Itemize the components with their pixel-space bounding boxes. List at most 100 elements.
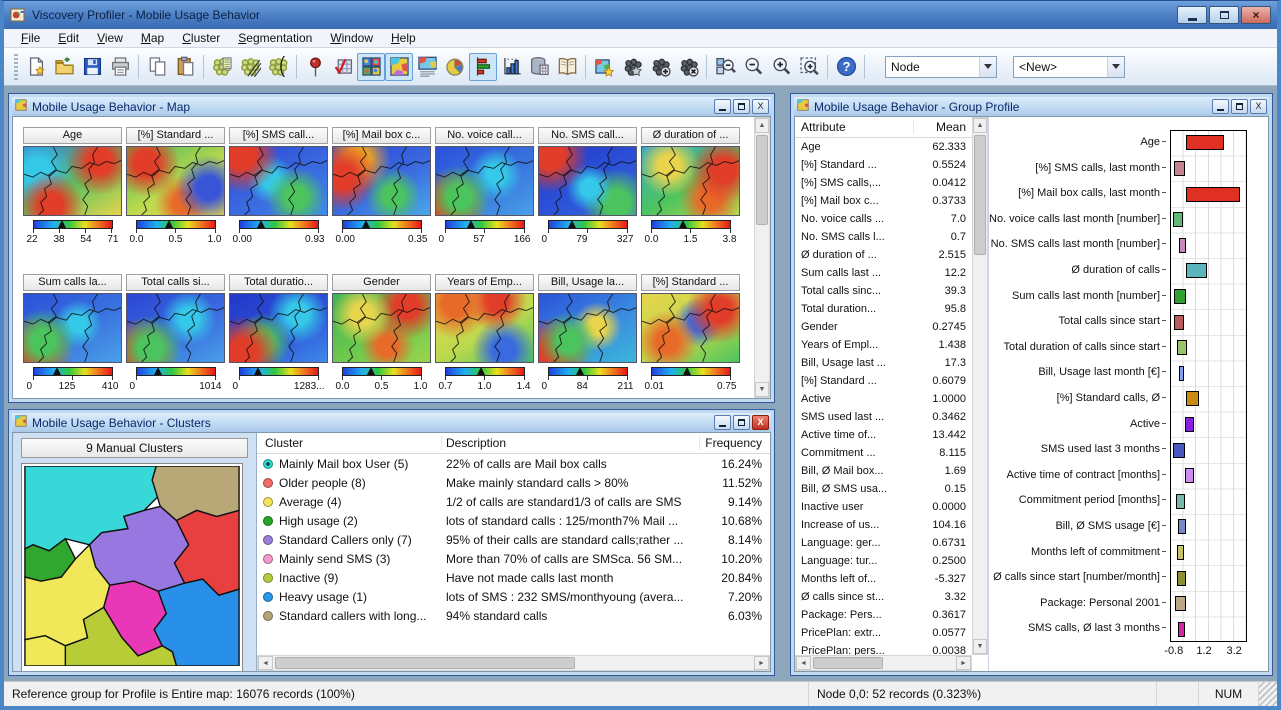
profile-bar[interactable] bbox=[1179, 237, 1186, 253]
attribute-row[interactable]: [%] Mail box c... 0.3733 bbox=[795, 192, 972, 210]
toolbar-paste-button[interactable] bbox=[171, 53, 199, 81]
toolbar-group-delete-button[interactable] bbox=[674, 53, 702, 81]
column-header-attribute[interactable]: Attribute bbox=[795, 120, 914, 134]
chevron-down-icon[interactable] bbox=[1107, 56, 1124, 77]
som-heatmap[interactable] bbox=[641, 146, 740, 216]
attribute-row[interactable]: Inactive user 0.0000 bbox=[795, 498, 972, 516]
toolbar-node-select-button[interactable] bbox=[329, 53, 357, 81]
profile-bar[interactable] bbox=[1185, 135, 1224, 151]
cluster-row[interactable]: Heavy usage (1) lots of SMS : 232 SMS/mon… bbox=[257, 587, 770, 606]
component-map-label[interactable]: No. SMS call... bbox=[538, 127, 637, 144]
scroll-right-arrow[interactable]: ► bbox=[754, 656, 769, 670]
map-close-button[interactable]: X bbox=[752, 99, 769, 114]
scroll-down-arrow[interactable]: ▼ bbox=[755, 382, 769, 397]
scroll-up-arrow[interactable]: ▲ bbox=[973, 118, 987, 133]
som-heatmap[interactable] bbox=[435, 292, 534, 363]
component-map-label[interactable]: [%] SMS call... bbox=[229, 127, 328, 144]
menu-window[interactable]: Window bbox=[330, 31, 373, 45]
toolbar-report-book-button[interactable] bbox=[553, 53, 581, 81]
attribute-row[interactable]: Commitment ... 8.115 bbox=[795, 444, 972, 462]
scroll-up-arrow[interactable]: ▲ bbox=[755, 118, 769, 133]
map-vertical-scrollbar[interactable]: ▲ ▼ bbox=[754, 117, 770, 398]
cluster-row[interactable]: Older people (8) Make mainly standard cal… bbox=[257, 473, 770, 492]
menu-edit[interactable]: Edit bbox=[58, 31, 80, 45]
cluster-row[interactable]: Mainly Mail box User (5) 22% of calls are… bbox=[257, 454, 770, 473]
toolbar-som-map-curve-button[interactable] bbox=[264, 53, 292, 81]
toolbar-copy-button[interactable] bbox=[143, 53, 171, 81]
cluster-row[interactable]: Standard callers with long... 94% standar… bbox=[257, 606, 770, 625]
column-header-frequency[interactable]: Frequency bbox=[705, 436, 762, 450]
component-map-label[interactable]: No. voice call... bbox=[435, 127, 534, 144]
profile-bar[interactable] bbox=[1185, 468, 1195, 484]
attribute-row[interactable]: Active time of... 13.442 bbox=[795, 426, 972, 444]
profile-minimize-button[interactable] bbox=[1212, 99, 1229, 114]
attribute-row[interactable]: [%] Standard ... 0.5524 bbox=[795, 156, 972, 174]
menu-cluster[interactable]: Cluster bbox=[182, 31, 221, 45]
cluster-row[interactable]: Standard Callers only (7) 95% of their ca… bbox=[257, 530, 770, 549]
cluster-horizontal-scrollbar[interactable]: ◄ ► bbox=[257, 655, 770, 671]
profile-bar[interactable] bbox=[1185, 263, 1207, 279]
profile-bar[interactable] bbox=[1176, 340, 1187, 356]
component-map-label[interactable]: Total duratio... bbox=[229, 273, 328, 291]
attribute-row[interactable]: Active 1.0000 bbox=[795, 390, 972, 408]
profile-bar[interactable] bbox=[1185, 416, 1195, 432]
attribute-row[interactable]: Increase of us... 104.16 bbox=[795, 516, 972, 534]
menu-file[interactable]: File bbox=[21, 31, 41, 45]
new-group-combobox[interactable]: <New> bbox=[1013, 55, 1125, 78]
toolbar-group-profile-button[interactable] bbox=[469, 52, 497, 81]
attribute-row[interactable]: Ø duration of ... 2.515 bbox=[795, 246, 972, 264]
attribute-row[interactable]: [%] Standard ... 0.6079 bbox=[795, 372, 972, 390]
clusters-window-titlebar[interactable]: Mobile Usage Behavior - Clusters X bbox=[12, 413, 771, 432]
component-map-label[interactable]: Total calls si... bbox=[126, 273, 225, 291]
menu-help[interactable]: Help bbox=[391, 31, 416, 45]
toolbar-component-maps-button[interactable] bbox=[357, 52, 385, 81]
chevron-down-icon[interactable] bbox=[979, 56, 996, 77]
som-heatmap[interactable] bbox=[126, 146, 225, 216]
cluster-row[interactable]: Average (4) 1/2 of calls are standard1/3 … bbox=[257, 492, 770, 511]
cluster-row[interactable]: Mainly send SMS (3) More than 70% of call… bbox=[257, 549, 770, 568]
toolbar-data-mart-button[interactable] bbox=[525, 53, 553, 81]
profile-close-button[interactable]: X bbox=[1250, 99, 1267, 114]
scroll-thumb[interactable] bbox=[756, 135, 768, 225]
profile-maximize-button[interactable] bbox=[1231, 99, 1248, 114]
attribute-row[interactable]: Total calls sinc... 39.3 bbox=[795, 282, 972, 300]
som-heatmap[interactable] bbox=[229, 292, 328, 363]
som-heatmap[interactable] bbox=[126, 292, 225, 363]
clusters-close-button[interactable]: X bbox=[752, 415, 769, 430]
profile-bar[interactable] bbox=[1177, 519, 1186, 535]
toolbar-pie-chart-button[interactable] bbox=[441, 53, 469, 81]
menu-map[interactable]: Map bbox=[140, 31, 165, 45]
attribute-row[interactable]: No. SMS calls l... 0.7 bbox=[795, 228, 972, 246]
profile-bar[interactable] bbox=[1174, 596, 1186, 612]
column-header-mean[interactable]: Mean bbox=[935, 120, 966, 134]
toolbar-group-add-button[interactable] bbox=[646, 53, 674, 81]
component-map-label[interactable]: [%] Standard ... bbox=[641, 273, 740, 291]
attribute-row[interactable]: Ø calls since st... 3.32 bbox=[795, 588, 972, 606]
som-heatmap[interactable] bbox=[229, 146, 328, 216]
attribute-row[interactable]: Bill, Usage last ... 17.3 bbox=[795, 354, 972, 372]
menu-segmentation[interactable]: Segmentation bbox=[238, 31, 313, 45]
map-window-titlebar[interactable]: Mobile Usage Behavior - Map X bbox=[12, 97, 771, 116]
cluster-map[interactable] bbox=[24, 465, 240, 667]
minimize-button[interactable] bbox=[1177, 6, 1207, 24]
toolbar-statistics-histogram-button[interactable] bbox=[497, 53, 525, 81]
component-map-label[interactable]: Sum calls la... bbox=[23, 273, 122, 291]
attribute-row[interactable]: PricePlan: extr... 0.0577 bbox=[795, 624, 972, 642]
component-map-label[interactable]: Bill, Usage la... bbox=[538, 273, 637, 291]
attribute-row[interactable]: Language: ger... 0.6731 bbox=[795, 534, 972, 552]
som-heatmap[interactable] bbox=[23, 146, 122, 216]
scroll-left-arrow[interactable]: ◄ bbox=[258, 656, 273, 670]
attribute-row[interactable]: Package: Pers... 0.3617 bbox=[795, 606, 972, 624]
node-combobox[interactable]: Node bbox=[885, 55, 997, 78]
close-button[interactable]: × bbox=[1241, 6, 1271, 24]
profile-bar[interactable] bbox=[1176, 570, 1186, 586]
scroll-thumb[interactable] bbox=[275, 657, 575, 669]
profile-bar[interactable] bbox=[1178, 621, 1186, 637]
attribute-row[interactable]: Language: tur... 0.2500 bbox=[795, 552, 972, 570]
attribute-row[interactable]: Gender 0.2745 bbox=[795, 318, 972, 336]
attribute-row[interactable]: PricePlan: pers... 0.0038 bbox=[795, 642, 972, 655]
profile-bar[interactable] bbox=[1185, 391, 1199, 407]
som-heatmap[interactable] bbox=[332, 146, 431, 216]
toolbar-map-with-legend-button[interactable] bbox=[413, 53, 441, 81]
attribute-row[interactable]: Months left of... -5.327 bbox=[795, 570, 972, 588]
